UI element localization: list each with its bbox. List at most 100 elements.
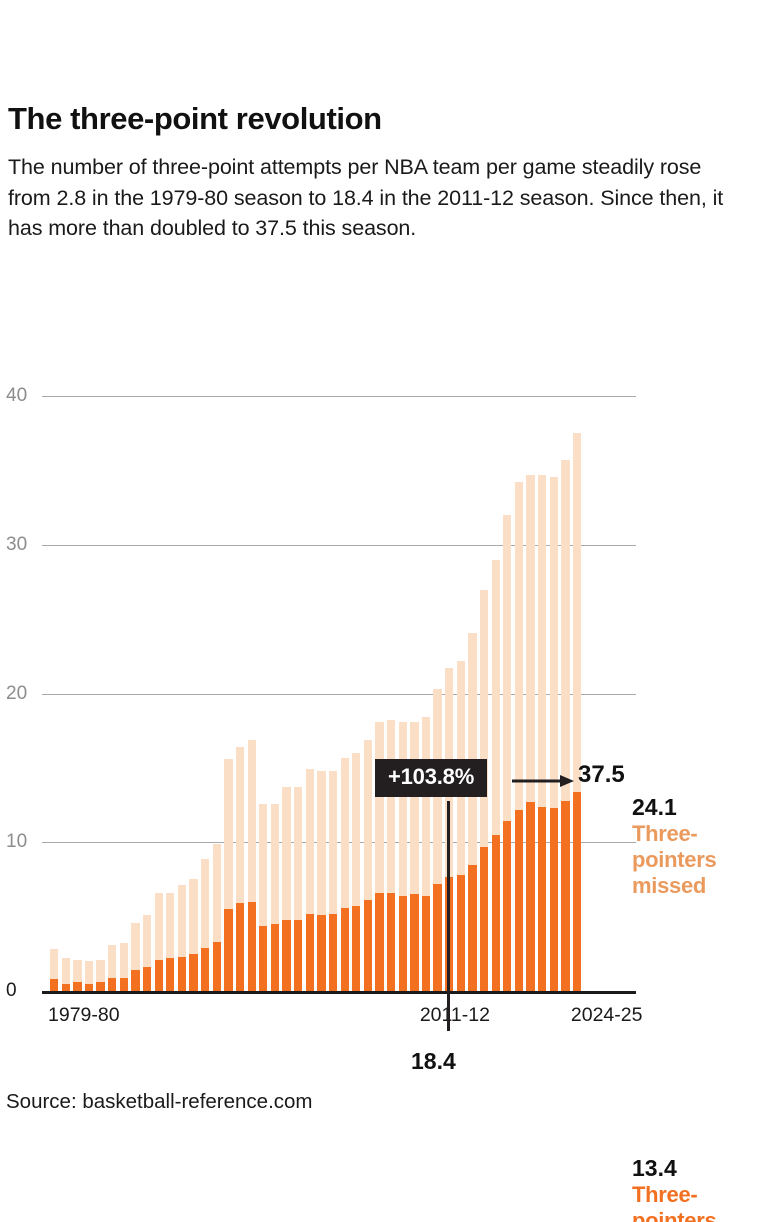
bar-column	[84, 961, 94, 991]
bar-segment-made	[468, 864, 477, 991]
three-point-attempts-chart: 0 10 20 30 40 1979-80 2011-12 2024-25 +103.8% …	[0, 370, 768, 1222]
bar-segment-missed	[50, 949, 59, 980]
x-tick-label-1979-80: 1979-80	[48, 1004, 120, 1026]
bar-segment-made	[317, 915, 326, 991]
bar-column	[259, 803, 268, 991]
gridline-10	[42, 842, 636, 844]
bar-segment-missed	[166, 892, 175, 959]
bar-segment-made	[514, 809, 524, 991]
bar-segment-missed	[131, 922, 140, 971]
x-axis-baseline	[42, 991, 636, 994]
legend-made-value: 13.4	[632, 1155, 677, 1181]
bar-column	[108, 944, 117, 991]
bar-column	[131, 922, 140, 991]
bar-segment-made	[142, 967, 152, 991]
bar-segment-missed	[177, 885, 187, 957]
bar-column	[328, 770, 338, 991]
bar-segment-missed	[561, 460, 570, 801]
gridline-20	[42, 693, 636, 695]
bar-segment-missed	[212, 843, 221, 942]
bar-segment-made	[479, 846, 489, 991]
bar-column	[561, 460, 570, 991]
bar-column	[50, 949, 59, 991]
bar-column	[270, 803, 280, 991]
bar-segment-made	[363, 900, 373, 991]
bar-segment-missed	[572, 433, 582, 792]
legend-three-pointers-missed: 24.1 Three-pointers missed	[632, 794, 752, 899]
bar-segment-made	[386, 892, 396, 991]
bar-column	[503, 515, 512, 991]
bar-column	[247, 739, 256, 991]
bar-segment-missed	[340, 757, 349, 908]
bar-segment-missed	[479, 589, 489, 847]
y-tick-label-10: 10	[6, 831, 28, 853]
bar-segment-made	[154, 959, 163, 991]
bar-segment-missed	[503, 515, 512, 822]
bar-segment-made	[538, 806, 547, 991]
bar-column	[154, 892, 163, 991]
bar-column	[398, 721, 407, 991]
bar-column	[73, 959, 82, 991]
bar-column	[119, 943, 129, 991]
y-tick-label-30: 30	[6, 533, 28, 555]
bar-segment-made	[166, 958, 175, 991]
bar-column	[282, 787, 291, 991]
bar-segment-made	[84, 983, 94, 991]
bar-segment-made	[305, 913, 314, 991]
bar-column	[317, 770, 326, 991]
source-attribution: Source: basketball-reference.com	[6, 1090, 313, 1113]
bar-segment-made	[212, 941, 221, 991]
bar-column	[177, 885, 187, 991]
bar-column	[294, 787, 303, 991]
bar-series	[0, 370, 768, 1030]
bar-segment-missed	[549, 476, 558, 809]
bar-segment-missed	[96, 959, 105, 983]
bar-segment-made	[526, 802, 535, 991]
bar-segment-missed	[282, 787, 291, 920]
y-tick-label-40: 40	[6, 385, 28, 407]
bar-segment-missed	[410, 721, 419, 895]
bar-column	[201, 858, 210, 991]
bar-segment-made	[340, 907, 349, 991]
bar-segment-missed	[119, 943, 129, 978]
callout-stem-line	[447, 801, 450, 1031]
bar-column	[142, 915, 152, 991]
bar-segment-made	[456, 875, 465, 991]
bar-segment-missed	[259, 803, 268, 926]
bar-segment-made	[503, 821, 512, 991]
bar-segment-missed	[154, 892, 163, 960]
bar-segment-made	[421, 895, 431, 991]
bar-column	[572, 433, 582, 991]
page-title: The three-point revolution	[8, 101, 382, 136]
bar-segment-made	[189, 953, 198, 991]
bar-segment-made	[96, 982, 105, 991]
x-tick-label-2011-12: 2011-12	[419, 1004, 490, 1026]
bar-segment-made	[177, 956, 187, 991]
bar-segment-made	[50, 979, 59, 991]
bar-segment-made	[61, 983, 70, 991]
bar-segment-missed	[224, 759, 233, 910]
bar-column	[479, 589, 489, 991]
gridline-40	[42, 396, 636, 398]
bar-segment-made	[549, 808, 558, 991]
bar-segment-made	[247, 901, 256, 991]
y-tick-label-0: 0	[6, 980, 17, 1001]
bar-segment-missed	[421, 717, 431, 896]
bar-segment-made	[73, 982, 82, 991]
bar-column	[456, 660, 465, 991]
callout-arrow-icon	[512, 775, 574, 787]
bar-segment-made	[410, 894, 419, 991]
bar-segment-missed	[317, 770, 326, 916]
page-subtitle: The number of three-point attempts per N…	[8, 155, 724, 241]
bar-segment-missed	[526, 475, 535, 803]
bar-segment-made	[131, 970, 140, 991]
bar-segment-made	[294, 919, 303, 991]
bar-column	[433, 689, 442, 991]
bar-column	[340, 757, 349, 991]
bar-segment-missed	[235, 747, 245, 904]
bar-column	[410, 721, 419, 991]
bar-column	[189, 879, 198, 991]
bar-segment-made	[352, 906, 361, 991]
legend-missed-label: Three-pointers missed	[632, 821, 717, 899]
label-mid-value: 18.4	[411, 1048, 456, 1074]
